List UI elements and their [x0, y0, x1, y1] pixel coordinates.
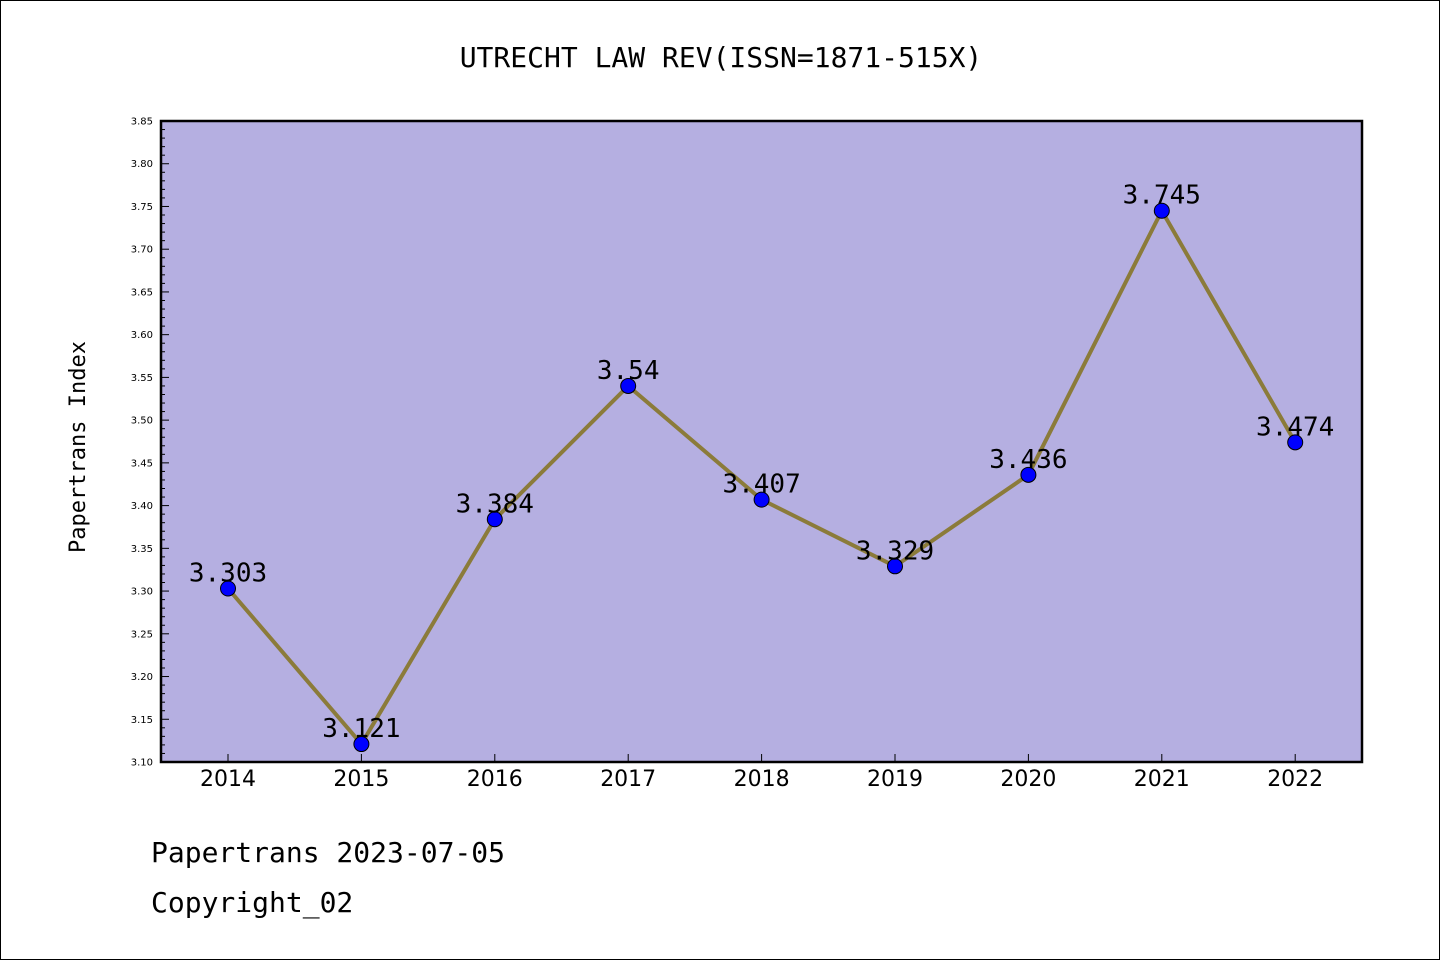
- y-tick-label: 3.60: [131, 330, 153, 341]
- x-tick-label: 2022: [1267, 767, 1323, 792]
- data-label: 3.436: [989, 445, 1067, 475]
- x-tick-label: 2014: [200, 767, 256, 792]
- y-tick-label: 3.55: [131, 373, 153, 384]
- x-tick-label: 2016: [467, 767, 523, 792]
- footer-date: Papertrans 2023-07-05: [151, 836, 506, 869]
- y-tick-label: 3.10: [131, 758, 153, 769]
- data-point-marker: [486, 511, 503, 528]
- data-label: 3.745: [1123, 181, 1201, 211]
- data-label: 3.329: [856, 536, 934, 566]
- y-tick-label: 3.35: [131, 544, 153, 555]
- plot-area: [159, 119, 1364, 764]
- y-tick-label: 3.45: [131, 458, 153, 469]
- data-label: 3.407: [722, 470, 800, 500]
- y-tick-label: 3.50: [131, 416, 153, 427]
- footer-copyright: Copyright_02: [151, 886, 354, 919]
- y-tick-label: 3.75: [131, 202, 153, 213]
- data-label: 3.384: [456, 489, 534, 519]
- data-label: 3.474: [1256, 412, 1334, 442]
- y-tick-label: 3.65: [131, 287, 153, 298]
- data-label: 3.121: [322, 714, 400, 744]
- y-axis-label: Papertrans Index: [66, 341, 91, 553]
- y-tick-label: 3.40: [131, 501, 153, 512]
- y-tick-label: 3.20: [131, 672, 153, 683]
- data-label: 3.54: [597, 356, 660, 386]
- data-point-marker: [887, 558, 903, 575]
- chart-title: UTRECHT LAW REV(ISSN=1871-515X): [460, 41, 983, 74]
- data-point-marker: [753, 491, 770, 508]
- y-tick-label: 3.25: [131, 629, 153, 640]
- data-point-marker: [1287, 434, 1304, 451]
- data-point-marker: [220, 580, 236, 597]
- x-tick-label: 2021: [1134, 767, 1190, 792]
- data-point-marker: [353, 736, 370, 753]
- x-tick-label: 2019: [867, 767, 923, 792]
- data-point-marker: [1153, 202, 1170, 219]
- y-tick-label: 3.85: [131, 117, 153, 128]
- x-tick-label: 2018: [734, 767, 790, 792]
- y-tick-label: 3.80: [131, 159, 153, 170]
- x-tick-label: 2015: [333, 767, 389, 792]
- y-tick-label: 3.15: [131, 715, 153, 726]
- x-tick-label: 2017: [600, 767, 656, 792]
- data-point-marker: [620, 377, 637, 394]
- y-tick-label: 3.30: [131, 587, 153, 598]
- data-label: 3.303: [189, 559, 267, 589]
- y-tick-label: 3.70: [131, 245, 153, 256]
- data-point-marker: [1020, 466, 1037, 483]
- x-tick-label: 2020: [1000, 767, 1056, 792]
